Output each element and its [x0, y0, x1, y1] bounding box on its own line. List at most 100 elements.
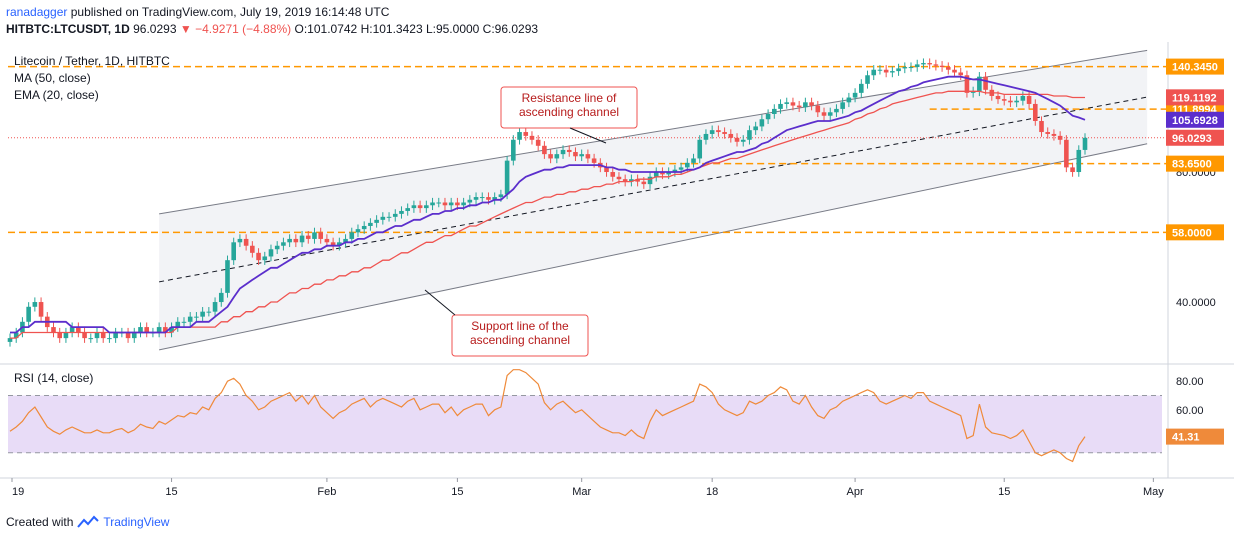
candle-body	[63, 332, 69, 339]
candle-body	[312, 232, 317, 239]
candle-body	[772, 108, 777, 114]
candle-body	[1051, 133, 1057, 136]
candle-body	[877, 69, 883, 71]
price-badge-2-box	[1166, 129, 1224, 146]
candle-body	[511, 139, 516, 161]
candle-body	[697, 139, 703, 159]
candle-body	[535, 139, 541, 146]
candle-body	[908, 67, 914, 69]
candle-body	[163, 327, 168, 333]
candle-body	[473, 197, 479, 200]
candle-body	[411, 205, 417, 209]
time-tick-label: 15	[451, 486, 463, 498]
candle-body	[796, 105, 802, 108]
candle-body	[399, 210, 404, 214]
candle-body	[486, 197, 491, 200]
rsi-line	[9, 369, 1086, 463]
published-text: published on TradingView.com, July 19, 2…	[70, 5, 390, 19]
resistance-pointer	[569, 127, 607, 144]
candle-body	[964, 75, 970, 93]
candle-body	[281, 242, 286, 246]
candle-body	[952, 69, 957, 73]
level-label-3: 58.0000	[1172, 227, 1212, 239]
candle-body	[305, 235, 311, 239]
legend-ema: EMA (20, close)	[14, 88, 99, 102]
candle-body	[523, 132, 529, 136]
candle-body	[374, 219, 379, 223]
candle-body	[330, 242, 336, 246]
price-badge-0: 119.1192	[1172, 92, 1217, 104]
candle-body	[871, 69, 877, 76]
level-label-2-box	[1166, 155, 1224, 172]
candle-body	[324, 238, 330, 243]
time-tick-label: 19	[12, 486, 24, 498]
candle-body	[262, 256, 268, 261]
rsi-band	[8, 395, 1162, 453]
candle-body	[709, 130, 715, 134]
candle-body	[921, 63, 926, 65]
candle-body	[100, 332, 106, 339]
candle-body	[51, 327, 56, 333]
candle-body	[945, 67, 951, 70]
candle-body	[560, 149, 566, 155]
ohlc-text: O:101.0742 H:101.3423 L:95.0000 C:96.029…	[294, 22, 539, 36]
channel-midline	[159, 96, 1148, 283]
candle-body	[834, 108, 839, 113]
candle-body	[629, 179, 634, 182]
candle-body	[616, 176, 622, 180]
candle-body	[977, 76, 982, 92]
resistance-note-line-0: Resistance line of	[522, 91, 617, 105]
candle-body	[790, 102, 796, 106]
price-badge-1-box	[1166, 111, 1224, 128]
candle-body	[361, 225, 367, 230]
candle-body	[380, 216, 386, 220]
candle-body	[107, 338, 112, 340]
candle-body	[933, 64, 939, 66]
candle-body	[983, 76, 988, 90]
candle-body	[883, 69, 889, 73]
candle-body	[865, 75, 870, 84]
candle-body	[803, 102, 808, 108]
last-price: 96.0293	[133, 22, 177, 36]
rsi-badge-box	[1166, 428, 1224, 445]
support-note-line-1: ascending channel	[470, 333, 570, 347]
candle-body	[237, 238, 243, 243]
candle-body	[94, 332, 100, 339]
candle-body	[436, 202, 442, 204]
candle-body	[442, 202, 448, 206]
candle-body	[498, 194, 504, 198]
candle-body	[1008, 100, 1013, 103]
candle-body	[678, 167, 684, 170]
candle-body	[728, 133, 734, 138]
candle-body	[1039, 121, 1044, 133]
candle-body	[318, 232, 323, 239]
support-note-box	[451, 314, 589, 357]
candle-body	[212, 302, 218, 312]
candle-body	[206, 311, 212, 313]
candle-body	[256, 252, 261, 261]
candle-body	[542, 145, 547, 155]
candle-body	[635, 179, 640, 182]
tradingview-brand[interactable]: TradingView	[103, 515, 170, 529]
candle-body	[672, 169, 678, 173]
candle-body	[299, 235, 305, 243]
time-tick-label: May	[1143, 486, 1164, 498]
candle-body	[809, 102, 814, 106]
candle-body	[57, 332, 63, 339]
created-with-text: Created with	[6, 515, 74, 529]
candle-body	[175, 321, 181, 328]
author-link[interactable]: ranadagger	[6, 5, 68, 19]
candle-body	[685, 162, 690, 168]
price-tick-label: 40.0000	[1176, 297, 1216, 309]
candle-body	[125, 332, 131, 339]
legend-ma: MA (50, close)	[14, 71, 91, 85]
candle-body	[82, 332, 87, 339]
candle-body	[405, 208, 410, 211]
price-badge-1: 105.6928	[1172, 115, 1218, 127]
candle-body	[131, 332, 137, 339]
candle-body	[691, 158, 696, 163]
candle-body	[417, 205, 423, 209]
candle-body	[293, 238, 299, 243]
candle-body	[368, 222, 373, 226]
